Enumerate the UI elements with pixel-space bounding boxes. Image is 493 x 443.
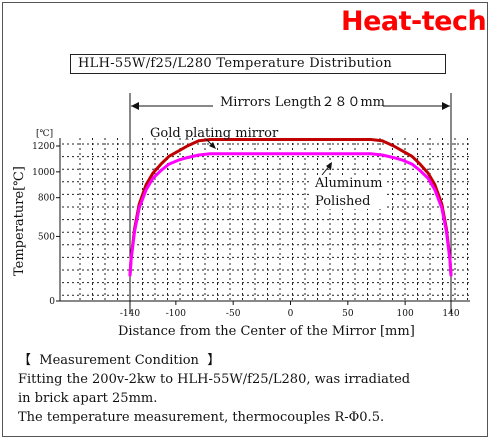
axis-layer: [59, 138, 470, 302]
y-tick-label: 500: [38, 232, 55, 242]
series-line-aluminum: [128, 152, 453, 277]
aluminum-label-arrowhead: [326, 162, 332, 170]
gold-label-arrowhead: [209, 142, 216, 149]
chart-title-box: [70, 54, 446, 74]
y-unit-label: [℃]: [36, 129, 53, 139]
grid-layer: [62, 138, 470, 301]
condition-heading: 【 Measurement Condition 】: [18, 353, 221, 368]
x-tick-label: -100: [166, 309, 186, 319]
x-tick-label: -140: [120, 309, 140, 319]
series-label-gold: Gold plating mirror: [150, 126, 279, 141]
brand-logo: Heat-tech: [341, 6, 487, 37]
x-axis-title: Distance from the Center of the Mirror […: [118, 324, 415, 339]
x-tick-label: 50: [342, 309, 354, 319]
condition-line-3: The temperature measurement, thermocoupl…: [18, 410, 385, 425]
measurement-condition: 【 Measurement Condition 】 Fitting the 20…: [18, 351, 410, 427]
chart-title: HLH-55W/f25/L280 Temperature Distributio…: [78, 56, 393, 71]
y-tick-label: 1200: [32, 142, 55, 152]
figure-frame: [2, 2, 488, 437]
x-tick-label: 100: [397, 309, 414, 319]
y-tick-label: 0: [49, 297, 55, 307]
series-layer: [128, 138, 453, 277]
x-tick-label: 0: [288, 309, 294, 319]
condition-line-1: Fitting the 200v-2kw to HLH-55W/f25/L280…: [18, 372, 411, 387]
tick-layer: -140 -100 -50 0 50 100 140 0 500 800 1000 1200: [32, 142, 460, 319]
y-tick-label: 1000: [32, 168, 55, 178]
mirror-length-arrow-right: [442, 102, 450, 110]
mirror-length-label-bg: [213, 94, 383, 110]
condition-line-2: in brick apart 25mm.: [18, 391, 158, 406]
mirror-length-arrow-left: [131, 102, 139, 110]
x-tick-label: -50: [226, 309, 241, 319]
y-axis-title: Temperature[℃]: [12, 166, 27, 276]
y-tick-label: 800: [38, 194, 55, 204]
aluminum-label-bg: [312, 175, 384, 209]
series-label-aluminum-line1: Aluminum: [314, 176, 382, 191]
x-tick-label: 140: [442, 309, 459, 319]
mirror-length-label: Mirrors Length２８０mm: [220, 95, 385, 110]
series-line-gold: [128, 138, 453, 277]
series-label-aluminum-line2: Polished: [315, 194, 370, 209]
